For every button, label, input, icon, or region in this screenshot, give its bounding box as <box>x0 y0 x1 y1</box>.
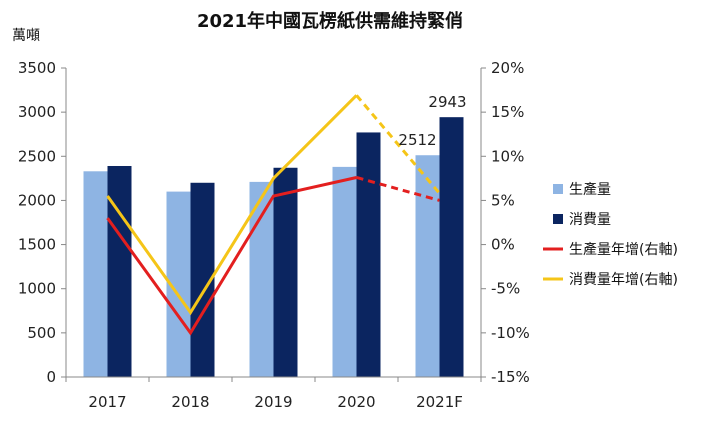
right-tick-label: -10% <box>491 324 530 342</box>
bar-2019-consumption <box>273 167 298 377</box>
production-growth-forecast-line <box>356 176 440 202</box>
x-tick-label: 2021F <box>416 393 463 411</box>
right-tick-label: 15% <box>491 103 524 121</box>
right-tick-label: 10% <box>491 147 524 165</box>
chart-title: 2021年中國瓦楞紙供需維持緊俏 <box>197 10 463 32</box>
right-tick-label: 0% <box>491 236 515 254</box>
bar-2021F-production <box>415 155 440 377</box>
bar-layer <box>83 117 464 377</box>
consumption-growth-forecast-line <box>355 94 441 195</box>
x-tick-label: 2019 <box>254 393 292 411</box>
left-tick-label: 3000 <box>18 103 56 121</box>
data-label: 2512 <box>398 131 436 149</box>
left-tick-label: 500 <box>27 324 56 342</box>
legend-label: 消費量 <box>569 212 611 228</box>
right-tick-label: -15% <box>491 368 530 386</box>
x-tick-label: 2020 <box>337 393 375 411</box>
data-label-layer: 2512 2943 <box>398 93 466 149</box>
left-tick-label: 0 <box>46 368 56 386</box>
bar-2020-production <box>332 166 357 377</box>
left-tick-label: 3500 <box>18 59 56 77</box>
y-axis-unit-label: 萬噸 <box>12 28 40 44</box>
data-label: 2943 <box>428 93 466 111</box>
bar-2021F-consumption <box>439 117 464 377</box>
left-tick-label: 2000 <box>18 191 56 209</box>
legend-label: 生產量 <box>569 181 611 198</box>
legend-label: 生產量年增(右軸) <box>569 241 678 258</box>
left-tick-label: 1500 <box>18 236 56 254</box>
legend-label: 消費量年增(右軸) <box>569 272 678 288</box>
consumption-growth-line <box>106 94 358 316</box>
bar-2017-consumption <box>107 165 132 377</box>
right-tick-label: 20% <box>491 59 524 77</box>
x-tick-label: 2017 <box>88 393 126 411</box>
legend-swatch <box>553 214 563 224</box>
right-tick-label: -5% <box>491 280 520 298</box>
production-growth-line <box>106 176 357 336</box>
line-layer <box>106 94 441 336</box>
right-tick-label: 5% <box>491 191 515 209</box>
left-tick-label: 2500 <box>18 147 56 165</box>
legend-swatch <box>553 184 563 194</box>
axes-layer: 0 500 1000 1500 2000 2500 3000 3500 -15% -10% -5% 0… <box>18 59 530 411</box>
left-tick-label: 1000 <box>18 280 56 298</box>
x-tick-label: 2018 <box>171 393 209 411</box>
bar-2017-production <box>83 171 108 377</box>
bar-2020-consumption <box>356 132 381 377</box>
